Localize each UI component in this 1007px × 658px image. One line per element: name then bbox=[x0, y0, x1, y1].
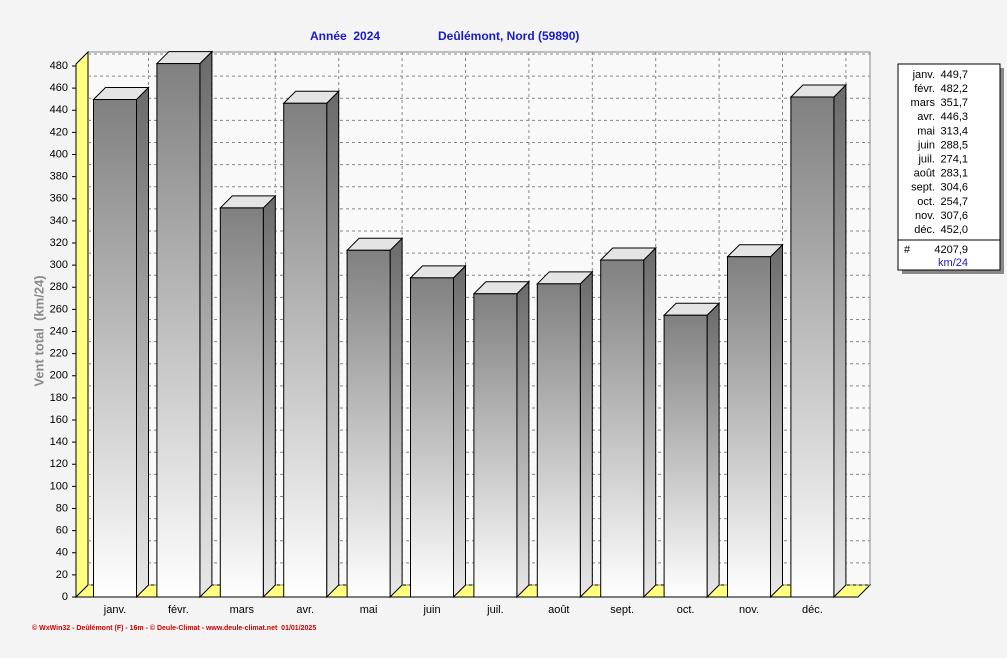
x-tick-label: avr. bbox=[296, 604, 314, 616]
y-axis-label: Vent total (km/24) bbox=[31, 275, 46, 386]
legend-label: mars bbox=[911, 97, 936, 109]
y-tick-label: 340 bbox=[50, 215, 68, 227]
legend-box bbox=[897, 63, 1001, 241]
y-tick-label: 260 bbox=[50, 303, 68, 315]
legend-value: 446,3 bbox=[940, 111, 968, 123]
y-tick-label: 180 bbox=[50, 392, 68, 404]
y-tick-label: 220 bbox=[50, 348, 68, 360]
y-tick-label: 60 bbox=[56, 525, 68, 537]
y-tick-label: 100 bbox=[50, 480, 68, 492]
legend-label: août bbox=[914, 168, 935, 180]
x-tick-label: janv. bbox=[103, 604, 126, 616]
legend-unit: km/24 bbox=[938, 257, 968, 269]
x-tick-label: déc. bbox=[802, 604, 823, 616]
x-tick-label: juin bbox=[422, 604, 440, 616]
legend-value: 313,4 bbox=[940, 125, 968, 137]
legend-value: 351,7 bbox=[940, 97, 968, 109]
bar-side bbox=[516, 280, 530, 599]
bar bbox=[600, 259, 645, 598]
legend-value: 288,5 bbox=[940, 139, 968, 151]
bar-side bbox=[770, 243, 783, 599]
y-tick-label: 360 bbox=[50, 193, 68, 205]
legend-label: févr. bbox=[914, 83, 935, 95]
legend-total-box bbox=[897, 239, 1001, 271]
x-tick-label: août bbox=[548, 604, 569, 616]
y-tick-label: 300 bbox=[50, 259, 68, 271]
legend-value: 283,1 bbox=[940, 168, 968, 180]
y-tick-label: 400 bbox=[50, 148, 68, 160]
bar bbox=[473, 293, 518, 598]
bar bbox=[790, 96, 835, 598]
bar-side bbox=[579, 270, 593, 599]
legend-total: 4207,9 bbox=[934, 244, 968, 256]
bar bbox=[283, 102, 328, 598]
legend-label: nov. bbox=[915, 210, 935, 222]
y-tick-label: 140 bbox=[50, 436, 68, 448]
x-tick-label: juil. bbox=[486, 604, 504, 616]
x-tick-label: mars bbox=[230, 604, 255, 616]
legend-label: sept. bbox=[911, 182, 935, 194]
bar-side bbox=[389, 237, 403, 599]
y-tick-label: 120 bbox=[50, 458, 68, 470]
bar-side bbox=[643, 246, 657, 599]
side-wall bbox=[75, 50, 89, 599]
footer: © WxWin32 - Deûlémont (F) - 16m - © Deul… bbox=[32, 624, 316, 632]
y-tick-label: 200 bbox=[50, 370, 68, 382]
y-tick-label: 380 bbox=[50, 171, 68, 183]
legend-label: avr. bbox=[917, 111, 935, 123]
legend-value: 304,6 bbox=[940, 182, 968, 194]
x-tick-label: mai bbox=[360, 604, 378, 616]
legend-label: janv. bbox=[912, 69, 935, 81]
chart-subtitle: Deûlémont, Nord (59890) bbox=[438, 29, 579, 43]
bar-side bbox=[453, 264, 466, 599]
x-tick-label: nov. bbox=[739, 604, 759, 616]
legend-value: 307,6 bbox=[940, 210, 968, 222]
legend-total-symbol: # bbox=[904, 244, 911, 256]
y-tick-label: 20 bbox=[56, 569, 68, 581]
bar bbox=[663, 314, 708, 598]
legend-value: 452,0 bbox=[940, 224, 968, 236]
x-tick-label: sept. bbox=[610, 604, 634, 616]
bar bbox=[410, 277, 454, 598]
x-tick-label: oct. bbox=[677, 604, 695, 616]
bar bbox=[93, 99, 137, 598]
bar bbox=[536, 283, 581, 598]
legend-label: oct. bbox=[917, 196, 935, 208]
legend-label: juil. bbox=[917, 154, 935, 166]
y-tick-label: 420 bbox=[50, 126, 68, 138]
bar bbox=[346, 249, 391, 598]
legend-value: 274,1 bbox=[940, 154, 968, 166]
bar-side bbox=[833, 83, 847, 599]
y-tick-label: 80 bbox=[56, 502, 68, 514]
chart-title: Année 2024 bbox=[310, 29, 380, 43]
bar-side bbox=[199, 50, 213, 599]
bar-side bbox=[706, 302, 720, 599]
y-tick-label: 320 bbox=[50, 237, 68, 249]
bar bbox=[219, 207, 264, 598]
y-tick-label: 0 bbox=[62, 591, 68, 603]
legend-value: 449,7 bbox=[940, 69, 968, 81]
bar bbox=[156, 63, 201, 598]
y-tick-label: 40 bbox=[56, 547, 68, 559]
y-tick-label: 240 bbox=[50, 325, 68, 337]
x-tick-label: févr. bbox=[168, 604, 189, 616]
bar-side bbox=[262, 194, 276, 599]
bar-side bbox=[136, 86, 149, 599]
legend-label: mai bbox=[917, 125, 935, 137]
legend-label: juin bbox=[917, 139, 935, 151]
y-tick-label: 480 bbox=[50, 60, 68, 72]
y-tick-label: 280 bbox=[50, 281, 68, 293]
y-tick-label: 460 bbox=[50, 82, 68, 94]
bar bbox=[727, 256, 771, 598]
y-tick-label: 160 bbox=[50, 414, 68, 426]
bar-side bbox=[326, 90, 340, 599]
legend-value: 482,2 bbox=[940, 83, 968, 95]
y-tick-label: 440 bbox=[50, 104, 68, 116]
legend-label: déc. bbox=[914, 224, 935, 236]
legend-value: 254,7 bbox=[940, 196, 968, 208]
